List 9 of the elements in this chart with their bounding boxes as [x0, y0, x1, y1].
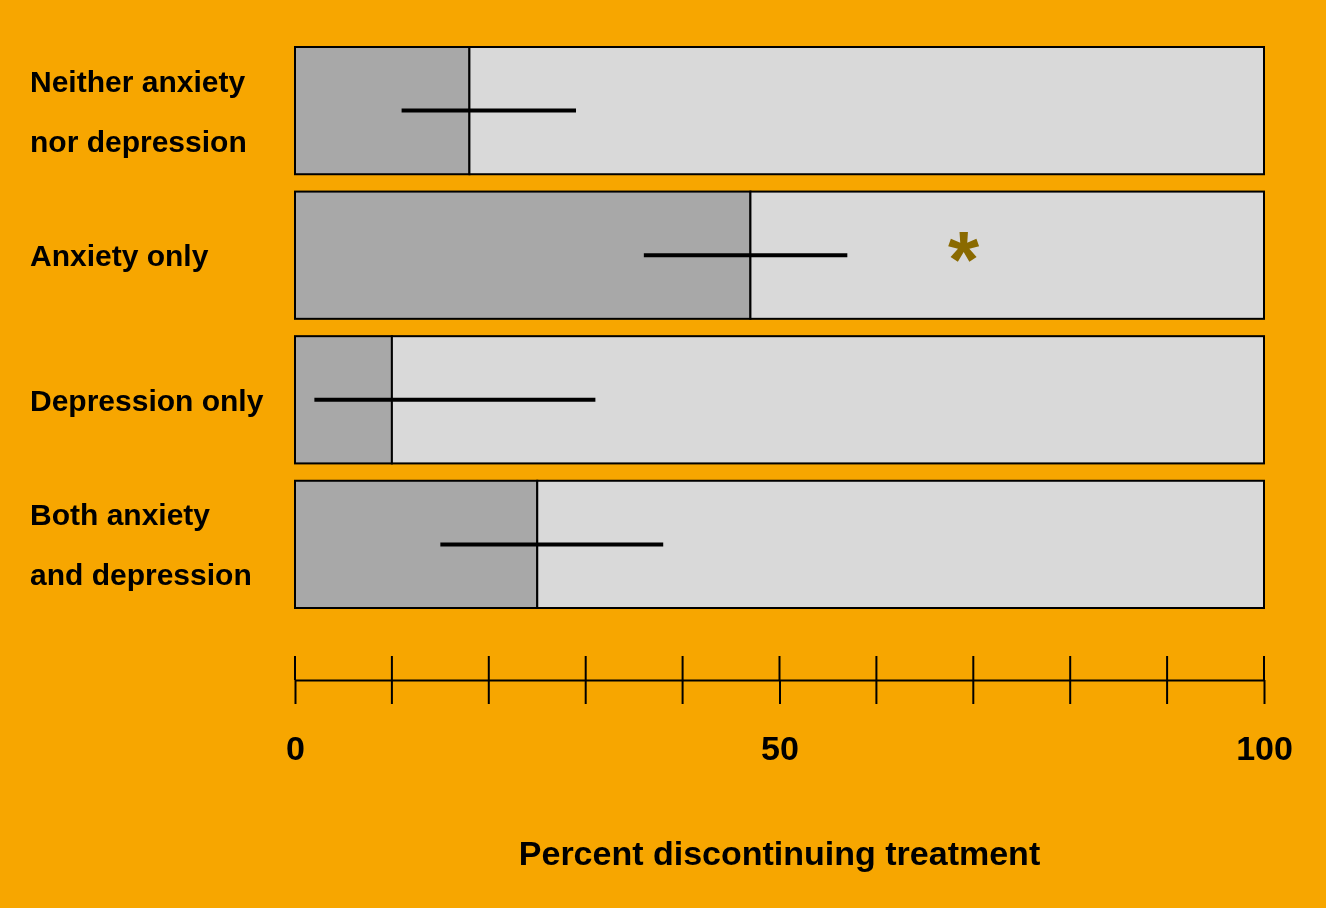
y-tick-label: Anxiety only	[30, 239, 209, 273]
y-tick-label: Depression only	[30, 383, 264, 417]
x-tick-label: 100	[1236, 729, 1293, 768]
x-tick-label: 0	[286, 729, 305, 768]
y-tick-label: Both anxiety and depression	[30, 498, 252, 592]
annotation: *	[948, 215, 981, 305]
x-axis-title: Percent discontinuing treatment	[518, 834, 1041, 872]
x-tick-label: 50	[761, 729, 799, 768]
y-tick-label: Neither anxiety nor depression	[30, 64, 247, 158]
